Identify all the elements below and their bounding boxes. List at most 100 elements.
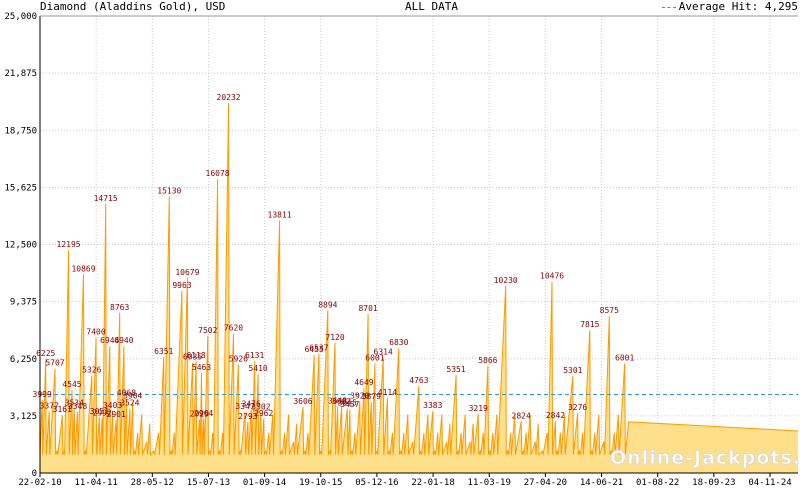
peak-value-label: 4068: [117, 389, 136, 398]
peak-value-label: 4545: [62, 380, 81, 389]
peak-value-label: 3348: [68, 402, 87, 411]
x-tick-label: 28-05-12: [131, 478, 174, 488]
peak-value-label: 3383: [423, 401, 442, 410]
y-tick-label: 18,750: [4, 126, 37, 136]
peak-value-label: 7502: [198, 326, 217, 335]
peak-value-label: 6830: [389, 338, 408, 347]
y-tick-label: 9,375: [10, 298, 37, 308]
peak-value-label: 4649: [354, 378, 373, 387]
peak-value-label: 3606: [293, 397, 312, 406]
peak-value-label: 3524: [120, 399, 139, 408]
range-label: ALL DATA: [405, 0, 458, 13]
x-tick-label: 22-01-18: [411, 478, 454, 488]
peak-value-label: 3476: [242, 399, 261, 408]
peak-value-label: 8701: [358, 304, 377, 313]
y-tick-label: 12,500: [4, 241, 37, 251]
y-tick-label: 25,000: [4, 12, 37, 22]
x-tick-label: 04-11-24: [748, 478, 791, 488]
peak-value-label: 2964: [194, 409, 213, 418]
peak-value-label: 2901: [107, 410, 126, 419]
average-legend-dash-icon: [661, 6, 676, 8]
peak-value-label: 6035: [183, 353, 202, 362]
x-tick-label: 14-06-21: [580, 478, 623, 488]
peak-value-label: 2962: [254, 409, 273, 418]
peak-value-label: 5326: [82, 366, 101, 375]
peak-value-label: 6944: [100, 336, 119, 345]
peak-value-label: 12195: [57, 240, 81, 249]
peak-value-label: 10679: [175, 268, 199, 277]
peak-value-label: 2793: [238, 412, 257, 421]
peak-value-label: 3377: [40, 401, 59, 410]
peak-value-label: 5926: [229, 355, 248, 364]
peak-value-label: 6001: [365, 353, 384, 362]
peak-value-label: 7400: [86, 328, 105, 337]
x-tick-label: 22-02-10: [18, 478, 61, 488]
x-tick-label: 05-12-16: [355, 478, 398, 488]
y-tick-label: 21,875: [4, 69, 37, 79]
peak-value-label: 7815: [580, 320, 599, 329]
chart-title: Diamond (Aladdins Gold), USD: [40, 0, 226, 13]
peak-value-label: 5866: [478, 356, 497, 365]
peak-value-label: 3602: [332, 397, 351, 406]
peak-value-label: 3920: [350, 391, 369, 400]
peak-value-label: 3161: [53, 405, 72, 414]
peak-value-label: 5463: [192, 363, 211, 372]
peak-value-label: 6455: [305, 345, 324, 354]
peak-value-label: 3276: [568, 403, 587, 412]
peak-value-label: 3534: [65, 398, 84, 407]
jackpot-line: [39, 103, 799, 456]
peak-value-label: 7120: [325, 333, 344, 342]
peak-value-label: 14715: [94, 194, 118, 203]
x-tick-label: 19-10-15: [299, 478, 342, 488]
peak-value-label: 7620: [224, 324, 243, 333]
chart-series: [39, 103, 799, 473]
peak-value-label: 3403: [103, 401, 122, 410]
peak-value-label: 3457: [340, 400, 359, 409]
peak-value-label: 3051: [90, 407, 109, 416]
x-tick-label: 11-03-19: [468, 478, 511, 488]
peak-value-label: 2824: [512, 411, 531, 420]
peak-value-label: 3515: [338, 399, 357, 408]
peak-value-label: 16078: [206, 169, 230, 178]
peak-value-label: 8763: [110, 303, 129, 312]
peak-value-label: 10476: [540, 271, 564, 280]
x-tick-label: 27-04-20: [524, 478, 567, 488]
peak-value-label: 6314: [374, 348, 393, 357]
x-tick-label: 11-04-11: [74, 478, 117, 488]
peak-value-label: 6351: [154, 347, 173, 356]
peak-value-label: 2929: [190, 409, 209, 418]
peak-value-label: 5351: [446, 365, 465, 374]
peak-value-label: 8894: [318, 300, 337, 309]
peak-value-label: 9963: [172, 281, 191, 290]
peak-value-label: 4114: [378, 388, 397, 397]
peak-value-label: 2992: [93, 408, 112, 417]
watermark-logo: Online-Jackpots.biz: [610, 447, 800, 469]
peak-value-label: 6225: [36, 349, 55, 358]
peak-value-label: 3648: [328, 396, 347, 405]
peak-value-label: 6537: [309, 344, 328, 353]
peak-value-label: 3302: [251, 403, 270, 412]
peak-value-label: 10230: [494, 276, 518, 285]
peak-value-label: 6940: [114, 336, 133, 345]
jackpot-area: [40, 103, 798, 473]
peak-value-label: 10869: [71, 264, 95, 273]
peak-value-label: 3904: [123, 392, 142, 401]
peak-value-label: 2842: [546, 411, 565, 420]
x-tick-label: 01-08-22: [636, 478, 679, 488]
peak-value-label: 3999: [33, 390, 52, 399]
peak-value-label: 20232: [217, 93, 241, 102]
peak-value-label: 3879: [362, 392, 381, 401]
peak-value-label: 15130: [157, 186, 181, 195]
peak-value-label: 6118: [186, 351, 205, 360]
average-legend-label: Average Hit: 4,295: [678, 0, 798, 13]
peak-value-label: 13811: [268, 211, 292, 220]
y-tick-label: 15,625: [4, 183, 37, 193]
y-tick-label: 6,250: [10, 355, 37, 365]
peak-value-label: 3347: [235, 402, 254, 411]
peak-value-label: 6001: [615, 353, 634, 362]
chart-axes: 0 3,125 6,250 9,375 12,500 15,625 18,750 21,875…: [4, 12, 798, 488]
peak-value-label: 5410: [248, 364, 267, 373]
peak-value-label: 5301: [563, 366, 582, 375]
x-tick-label: 01-09-14: [243, 478, 286, 488]
